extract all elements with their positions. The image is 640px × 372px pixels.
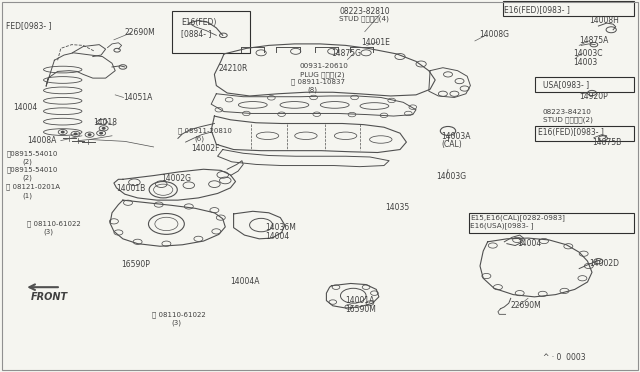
Text: Ⓑ 08121-0201A: Ⓑ 08121-0201A bbox=[6, 184, 60, 190]
Text: FED[0983- ]: FED[0983- ] bbox=[6, 22, 52, 31]
Text: (2): (2) bbox=[22, 175, 32, 182]
Text: 24210R: 24210R bbox=[219, 64, 248, 73]
Text: 00931-20610: 00931-20610 bbox=[300, 63, 348, 69]
Bar bbox=[503, 1, 634, 16]
Text: Ⓑ 08110-61022: Ⓑ 08110-61022 bbox=[27, 221, 81, 227]
Text: 14002F: 14002F bbox=[191, 144, 220, 153]
Text: 14008A: 14008A bbox=[27, 136, 56, 145]
Text: 22690M: 22690M bbox=[125, 28, 156, 37]
Text: (6): (6) bbox=[194, 135, 204, 142]
Text: 14004: 14004 bbox=[266, 232, 290, 241]
Text: E16(FED)[0983- ]: E16(FED)[0983- ] bbox=[504, 6, 570, 15]
Text: E16(FED): E16(FED) bbox=[181, 18, 216, 27]
Text: E16(USA)[0983- ]: E16(USA)[0983- ] bbox=[470, 222, 534, 229]
Text: Ⓑ 08110-61022: Ⓑ 08110-61022 bbox=[152, 311, 206, 318]
Text: (3): (3) bbox=[172, 320, 182, 326]
Text: 14875G: 14875G bbox=[331, 49, 361, 58]
Text: 14875B: 14875B bbox=[593, 138, 622, 147]
Text: (8): (8) bbox=[307, 87, 317, 93]
Text: 14001A: 14001A bbox=[346, 296, 375, 305]
Text: 14003G: 14003G bbox=[436, 172, 467, 181]
Circle shape bbox=[102, 128, 105, 129]
Text: 14051A: 14051A bbox=[124, 93, 153, 102]
Text: ⓜ08915-54010: ⓜ08915-54010 bbox=[6, 167, 58, 173]
Text: E15,E16(CAL)[0282-0983]: E15,E16(CAL)[0282-0983] bbox=[470, 214, 565, 221]
Text: ⒳ 08911-10837: ⒳ 08911-10837 bbox=[291, 78, 345, 85]
Text: 14875A: 14875A bbox=[579, 36, 609, 45]
Text: ^ · 0  0003: ^ · 0 0003 bbox=[543, 353, 586, 362]
Text: 14004: 14004 bbox=[13, 103, 37, 112]
Text: 14001B: 14001B bbox=[116, 184, 146, 193]
Text: FRONT: FRONT bbox=[31, 292, 68, 302]
Text: USA[0983- ]: USA[0983- ] bbox=[543, 80, 589, 89]
Text: 16590P: 16590P bbox=[122, 260, 150, 269]
Circle shape bbox=[61, 131, 64, 133]
Text: 08223-84210: 08223-84210 bbox=[543, 109, 591, 115]
Text: 14003C: 14003C bbox=[573, 49, 603, 58]
Bar bbox=[535, 77, 634, 92]
Circle shape bbox=[100, 132, 102, 134]
Text: 14002G: 14002G bbox=[161, 174, 191, 183]
Circle shape bbox=[88, 134, 91, 135]
Text: [0884- ]: [0884- ] bbox=[181, 29, 211, 38]
Text: ⒳ 08911-20810: ⒳ 08911-20810 bbox=[178, 127, 232, 134]
Text: (2): (2) bbox=[22, 158, 32, 165]
Text: 16590M: 16590M bbox=[346, 305, 376, 314]
Bar bbox=[469, 213, 634, 232]
Text: 08223-82810: 08223-82810 bbox=[339, 7, 390, 16]
Text: 22690M: 22690M bbox=[511, 301, 541, 310]
Text: 14008G: 14008G bbox=[479, 31, 509, 39]
Text: E16(FED)[0983- ]: E16(FED)[0983- ] bbox=[538, 128, 604, 137]
Text: 14920P: 14920P bbox=[579, 92, 608, 101]
Text: 14003: 14003 bbox=[573, 58, 598, 67]
Text: ⓜ08915-54010: ⓜ08915-54010 bbox=[6, 150, 58, 157]
Text: (1): (1) bbox=[22, 192, 33, 199]
Text: PLUG プラグ(2): PLUG プラグ(2) bbox=[300, 71, 344, 78]
Text: (CAL): (CAL) bbox=[442, 140, 462, 149]
Text: 14018: 14018 bbox=[93, 118, 116, 126]
Text: 14002D: 14002D bbox=[589, 259, 619, 268]
Circle shape bbox=[74, 133, 77, 135]
Text: 14008H: 14008H bbox=[589, 16, 619, 25]
Bar bbox=[172, 11, 250, 53]
Text: 14004A: 14004A bbox=[230, 277, 260, 286]
Text: STUD スタッド(4): STUD スタッド(4) bbox=[339, 15, 389, 22]
Bar bbox=[535, 126, 634, 141]
Text: 14004: 14004 bbox=[517, 239, 541, 248]
Text: 14003A: 14003A bbox=[442, 132, 471, 141]
Text: 14001E: 14001E bbox=[362, 38, 390, 46]
Text: STUD スタッド(2): STUD スタッド(2) bbox=[543, 116, 593, 123]
Text: 14036M: 14036M bbox=[266, 223, 296, 232]
Text: 14035: 14035 bbox=[385, 203, 410, 212]
Text: (3): (3) bbox=[44, 229, 54, 235]
